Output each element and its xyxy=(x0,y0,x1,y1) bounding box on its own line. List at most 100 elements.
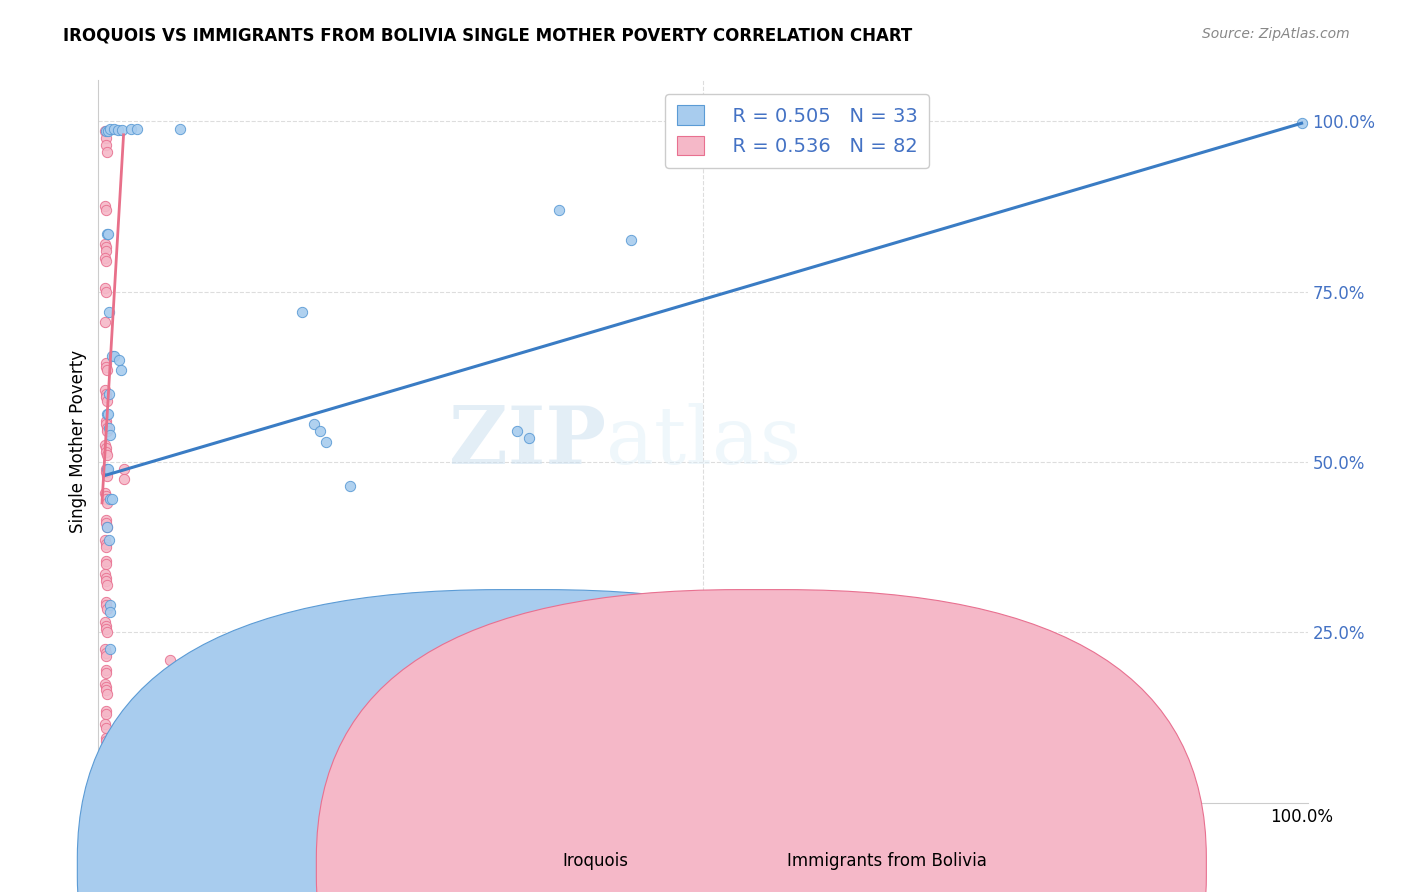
Point xyxy=(96,601,118,615)
Point xyxy=(100,598,122,612)
Point xyxy=(96,558,118,572)
Point xyxy=(96,145,118,159)
Point xyxy=(112,462,135,476)
Point xyxy=(97,462,120,476)
Point xyxy=(96,393,118,408)
Point xyxy=(96,622,118,636)
Point xyxy=(94,489,117,503)
Point xyxy=(94,704,117,718)
Point xyxy=(94,199,117,213)
Point xyxy=(96,734,118,748)
Point xyxy=(96,465,118,479)
Point xyxy=(94,462,117,476)
Point xyxy=(96,425,118,439)
Point xyxy=(94,124,117,138)
Point xyxy=(339,479,361,493)
Point xyxy=(100,349,122,363)
Point xyxy=(94,748,117,763)
Point xyxy=(94,721,117,735)
Point xyxy=(96,407,118,421)
Point xyxy=(506,425,529,439)
Text: ZIP: ZIP xyxy=(450,402,606,481)
Point xyxy=(103,349,125,363)
Point xyxy=(94,485,117,500)
Point xyxy=(96,468,118,483)
Point xyxy=(96,359,118,374)
Point xyxy=(96,138,118,153)
Point xyxy=(1291,116,1313,130)
Point xyxy=(96,707,118,722)
Point xyxy=(96,417,118,432)
Point xyxy=(291,305,314,319)
Point xyxy=(98,421,121,435)
Point xyxy=(94,202,117,217)
Y-axis label: Single Mother Poverty: Single Mother Poverty xyxy=(69,350,87,533)
Point xyxy=(548,202,571,217)
Text: Source: ZipAtlas.com: Source: ZipAtlas.com xyxy=(1202,27,1350,41)
Point xyxy=(94,595,117,609)
Point xyxy=(111,123,134,137)
Text: IROQUOIS VS IMMIGRANTS FROM BOLIVIA SINGLE MOTHER POVERTY CORRELATION CHART: IROQUOIS VS IMMIGRANTS FROM BOLIVIA SING… xyxy=(63,27,912,45)
Point xyxy=(96,520,118,534)
Point xyxy=(620,234,643,248)
Point xyxy=(98,786,121,800)
Point xyxy=(97,227,120,241)
Point xyxy=(94,676,117,690)
Point xyxy=(96,625,118,640)
Point xyxy=(96,683,118,698)
Point xyxy=(159,653,181,667)
Point xyxy=(96,421,118,435)
Point xyxy=(100,605,122,619)
Point xyxy=(96,363,118,377)
Point xyxy=(96,577,118,591)
Legend:   R = 0.505   N = 33,   R = 0.536   N = 82: R = 0.505 N = 33, R = 0.536 N = 82 xyxy=(665,94,929,168)
Point xyxy=(110,363,132,377)
Text: Iroquois: Iroquois xyxy=(562,852,628,870)
Point xyxy=(94,663,117,677)
Point xyxy=(96,762,118,776)
Point xyxy=(125,122,148,136)
Point xyxy=(96,574,118,589)
Point xyxy=(94,438,117,452)
Point xyxy=(94,124,117,138)
Point xyxy=(96,649,118,664)
Point xyxy=(94,513,117,527)
Point xyxy=(94,251,117,265)
Point xyxy=(96,666,118,681)
Point xyxy=(96,444,118,458)
Point xyxy=(96,390,118,404)
Point xyxy=(94,315,117,329)
Point xyxy=(96,598,118,612)
Point xyxy=(100,427,122,442)
Point xyxy=(94,384,117,398)
Point xyxy=(94,285,117,299)
Point xyxy=(94,533,117,548)
Point xyxy=(96,227,118,241)
Point xyxy=(94,537,117,551)
Point xyxy=(94,745,117,759)
Point xyxy=(315,434,337,449)
Point xyxy=(100,122,122,136)
Point xyxy=(97,772,120,786)
Point xyxy=(94,236,117,251)
Point xyxy=(94,567,117,582)
Point xyxy=(519,431,541,445)
Point xyxy=(94,387,117,401)
Point xyxy=(94,642,117,657)
Point xyxy=(94,442,117,456)
Point xyxy=(96,244,118,258)
Point xyxy=(120,122,142,136)
Point xyxy=(96,687,118,701)
Point xyxy=(96,492,118,507)
Point xyxy=(96,448,118,462)
Point xyxy=(97,124,120,138)
Point xyxy=(112,472,135,486)
Point xyxy=(98,387,121,401)
Point xyxy=(98,305,121,319)
Point xyxy=(96,758,118,772)
Point xyxy=(94,615,117,630)
Point xyxy=(100,642,122,657)
Point xyxy=(169,122,191,136)
Point xyxy=(96,540,118,554)
Point xyxy=(100,492,122,507)
